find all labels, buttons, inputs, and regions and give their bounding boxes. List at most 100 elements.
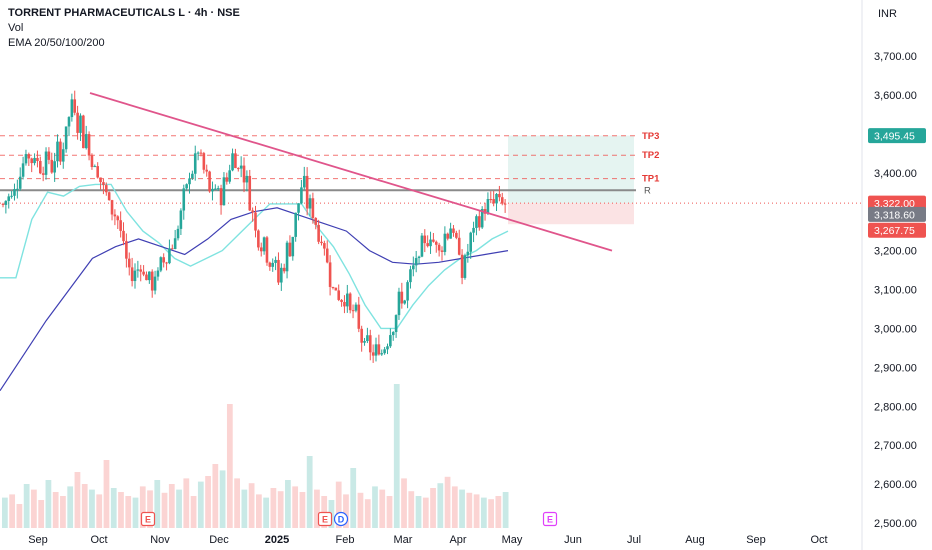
candle <box>188 172 191 194</box>
candle <box>168 239 171 265</box>
candle-body <box>460 254 464 278</box>
candle-body <box>386 346 389 350</box>
candle-body <box>21 163 25 177</box>
time-tick-label: Sep <box>28 534 48 546</box>
candle <box>271 258 275 272</box>
volume-bar <box>495 496 502 528</box>
candle <box>142 265 145 277</box>
candle-body <box>99 177 102 183</box>
volume-bar <box>9 494 16 528</box>
candle-body <box>311 198 315 218</box>
time-tick-label: May <box>502 534 523 546</box>
candle <box>176 225 180 241</box>
candle-body <box>84 134 88 149</box>
stop-zone <box>508 203 634 225</box>
candle-body <box>102 182 105 186</box>
candle <box>27 152 31 166</box>
candle <box>409 265 412 289</box>
candle <box>127 252 131 276</box>
candle <box>500 192 504 206</box>
candle <box>486 192 490 216</box>
candle <box>280 263 283 291</box>
candle-body <box>116 216 120 221</box>
level-lines <box>0 135 862 204</box>
candle <box>67 116 71 137</box>
candle <box>136 260 140 278</box>
candle-body <box>170 248 174 250</box>
candle-body <box>363 341 366 343</box>
candle <box>288 235 292 257</box>
candle-body <box>208 171 211 192</box>
volume-bar <box>31 489 37 528</box>
candle-body <box>70 99 74 118</box>
candle-body <box>67 117 71 127</box>
ema-fast-line <box>0 183 509 330</box>
ema-indicator-label[interactable]: EMA 20/50/100/200 <box>8 37 105 49</box>
candle-body <box>472 227 475 233</box>
candle-body <box>53 161 56 173</box>
candle-body <box>139 269 143 272</box>
candle-body <box>354 304 358 311</box>
candle <box>254 205 257 238</box>
candle-body <box>480 209 484 228</box>
candle <box>426 235 429 248</box>
candle-body <box>340 299 343 302</box>
candle-body <box>302 175 306 188</box>
candle <box>282 263 286 274</box>
candle-body <box>222 177 226 206</box>
price-tag: 3,267.75 <box>868 222 926 238</box>
volume-bar <box>52 492 59 528</box>
candle <box>225 172 229 185</box>
candle-body <box>173 238 177 250</box>
time-tick-label: Nov <box>150 534 170 546</box>
currency-label: INR <box>878 8 897 20</box>
candle <box>366 327 369 344</box>
candle <box>340 299 343 307</box>
candle <box>110 199 114 221</box>
candle-body <box>36 157 39 162</box>
candle <box>219 184 223 215</box>
price-tag-box <box>868 222 926 238</box>
candle <box>21 156 25 180</box>
time-tick-label: Sep <box>746 534 766 546</box>
candle-body <box>79 115 82 133</box>
candle <box>36 150 39 168</box>
volume-bar <box>103 460 110 528</box>
candle <box>93 164 97 168</box>
candle <box>472 221 475 243</box>
price-tick-label: 2,500.00 <box>874 518 917 530</box>
candle <box>214 184 217 190</box>
candle-body <box>374 344 378 356</box>
candle-body <box>44 151 48 175</box>
candle <box>145 271 148 281</box>
candle-body <box>383 349 386 354</box>
candle-body <box>4 200 8 205</box>
volume-indicator-label[interactable]: Vol <box>8 22 24 34</box>
candle <box>391 331 395 341</box>
candle-body <box>452 228 455 233</box>
candle-body <box>50 159 54 173</box>
candle <box>383 346 386 355</box>
event-label: E <box>145 515 151 525</box>
candle-body <box>457 237 461 255</box>
event-marker: D <box>333 511 349 527</box>
candle-body <box>495 193 498 204</box>
candle <box>41 166 45 182</box>
candle <box>159 256 163 273</box>
candle <box>102 178 105 195</box>
candle <box>96 162 99 179</box>
candle <box>314 217 318 230</box>
event-label: D <box>338 515 345 525</box>
candle-body <box>420 235 424 257</box>
volume-bar <box>422 497 429 528</box>
trade-zone <box>508 135 634 225</box>
candle-body <box>156 270 160 277</box>
candle-body <box>165 262 168 264</box>
candle <box>380 349 384 356</box>
candle <box>30 157 33 173</box>
candle <box>363 337 366 346</box>
symbol-title[interactable]: TORRENT PHARMACEUTICALS L · 4h · NSE <box>8 7 240 19</box>
candle <box>236 167 240 172</box>
volume-bar <box>168 484 175 528</box>
